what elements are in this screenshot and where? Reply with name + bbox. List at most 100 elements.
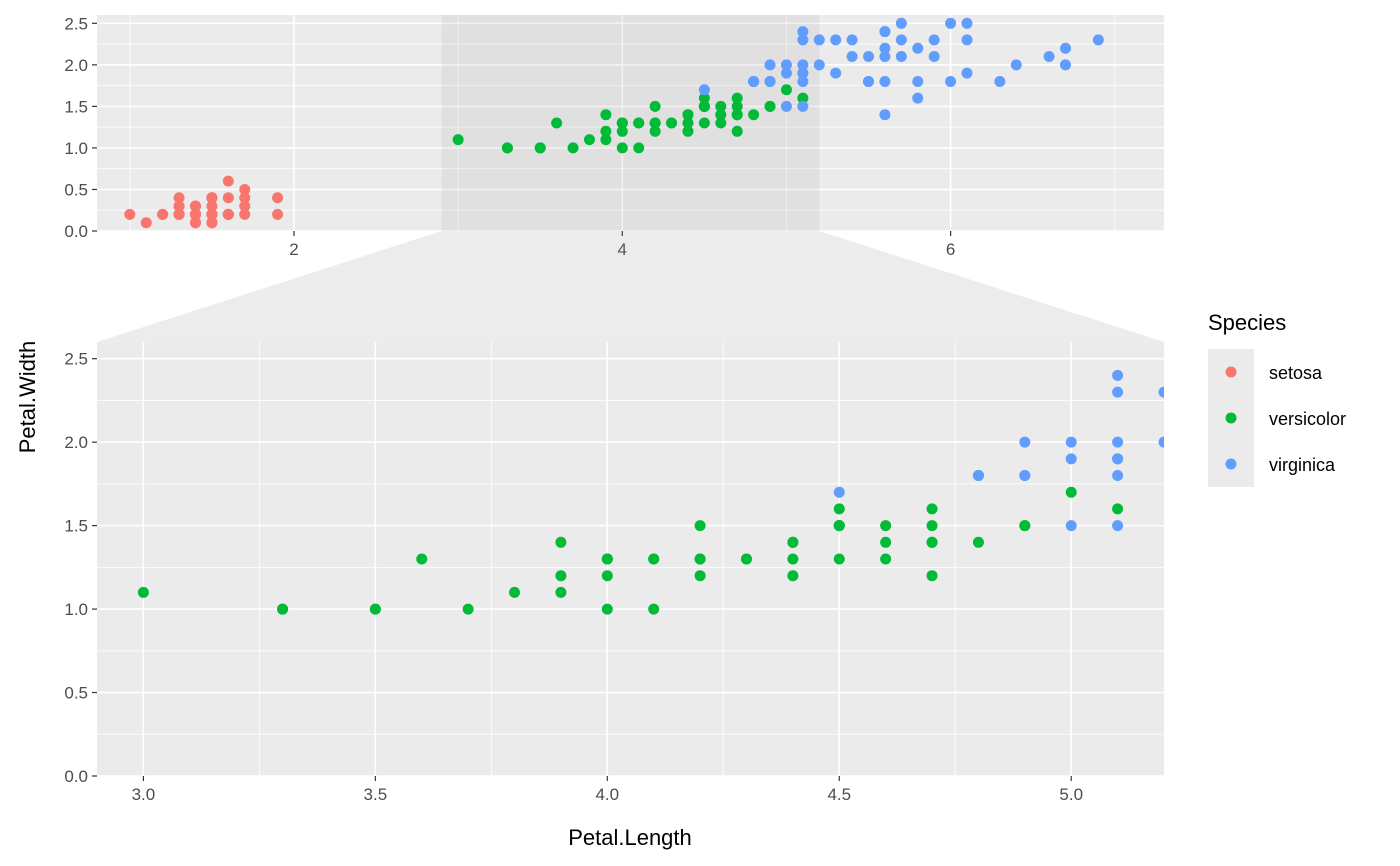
overview-point-versicolor [649, 100, 661, 112]
overview-point-setosa [272, 192, 284, 204]
overview-point-versicolor [616, 125, 628, 137]
zoom-point-versicolor [601, 603, 613, 615]
overview-point-virginica [797, 75, 809, 87]
zoom-y-tick-label: 0.0 [64, 767, 88, 786]
overview-point-versicolor [698, 100, 710, 112]
zoom-point-versicolor [787, 536, 799, 548]
overview-point-virginica [764, 59, 776, 71]
overview-point-versicolor [583, 134, 595, 146]
overview-point-virginica [928, 51, 940, 63]
overview-point-versicolor [649, 117, 661, 129]
overview-point-versicolor [534, 142, 546, 154]
overview-point-virginica [813, 59, 825, 71]
overview-zoom-highlight [441, 15, 820, 231]
overview-point-virginica [945, 17, 957, 29]
overview-point-setosa [189, 200, 201, 212]
zoom-x-tick-label: 4.5 [827, 785, 851, 804]
zoom-x-tick-label: 4.0 [595, 785, 619, 804]
zoom-point-versicolor [926, 503, 938, 515]
overview-point-virginica [912, 92, 924, 104]
overview-point-virginica [698, 84, 710, 96]
overview-point-versicolor [567, 142, 579, 154]
overview-point-versicolor [600, 134, 612, 146]
overview-point-setosa [140, 217, 152, 229]
zoom-point-versicolor [833, 503, 845, 515]
overview-point-virginica [764, 75, 776, 87]
zoom-point-versicolor [648, 553, 660, 565]
zoom-point-versicolor [694, 570, 706, 582]
zoom-point-versicolor [694, 520, 706, 532]
zoom-point-virginica [1112, 386, 1124, 398]
zoom-point-virginica [1344, 370, 1355, 381]
overview-point-virginica [748, 75, 760, 87]
zoom-point-versicolor [648, 603, 660, 615]
overview-point-versicolor [682, 109, 694, 121]
overview-point-versicolor [633, 142, 645, 154]
zoom-point-versicolor [601, 553, 613, 565]
overview-point-versicolor [731, 125, 743, 137]
overview-point-virginica [846, 51, 858, 63]
zoom-point-versicolor [880, 553, 892, 565]
overview-point-versicolor [616, 142, 628, 154]
zoom-point-versicolor [509, 586, 521, 598]
zoom-point-virginica [972, 470, 984, 482]
overview-point-setosa [272, 208, 284, 220]
zoom-point-virginica [1019, 436, 1031, 448]
zoom-point-versicolor [833, 553, 845, 565]
overview-point-virginica [945, 75, 957, 87]
zoom-point-virginica [1158, 436, 1164, 448]
overview-y-tick-label: 0.0 [64, 222, 88, 241]
zoom-point-versicolor [277, 603, 289, 615]
zoom-connector-shape [97, 231, 1164, 342]
zoom-point-virginica [1390, 387, 1400, 398]
overview-x-tick-label: 4 [618, 240, 627, 259]
overview-point-virginica [780, 59, 792, 71]
overview-point-versicolor [715, 117, 727, 129]
overview-point-virginica [863, 75, 875, 87]
zoom-connector [97, 231, 1164, 342]
zoom-y-tick-label: 2.0 [64, 433, 88, 452]
zoom-y-tick-label: 0.5 [64, 684, 88, 703]
overview-point-setosa [239, 183, 251, 195]
zoom-point-versicolor [926, 570, 938, 582]
overview-x-tick-label: 6 [946, 240, 955, 259]
overview-point-virginica [879, 51, 891, 63]
overview-point-setosa [173, 200, 185, 212]
overview-point-versicolor [731, 92, 743, 104]
overview-point-setosa [239, 200, 251, 212]
overview-point-versicolor [649, 125, 661, 137]
legend-key-virginica [1225, 458, 1237, 470]
overview-y-tick-label: 2.0 [64, 56, 88, 75]
zoom-point-versicolor [1065, 486, 1077, 498]
overview-x-tick-label: 2 [289, 240, 298, 259]
overview-point-setosa [173, 208, 185, 220]
overview-point-setosa [222, 208, 234, 220]
overview-point-virginica [797, 100, 809, 112]
zoom-point-virginica [1112, 453, 1124, 465]
overview-point-setosa [239, 192, 251, 204]
overview-point-virginica [797, 59, 809, 71]
zoom-point-versicolor [740, 553, 752, 565]
overview-point-setosa [157, 208, 169, 220]
overview-point-versicolor [698, 92, 710, 104]
overview-point-virginica [797, 67, 809, 79]
legend-label-versicolor: versicolor [1269, 409, 1346, 429]
overview-point-versicolor [715, 109, 727, 121]
zoom-point-versicolor [555, 586, 567, 598]
overview-point-versicolor [616, 117, 628, 129]
overview-point-versicolor [698, 117, 710, 129]
overview-point-virginica [780, 100, 792, 112]
zoom-point-virginica [1390, 353, 1400, 364]
zoom-x-tick-label: 5.0 [1059, 785, 1083, 804]
overview-point-versicolor [764, 100, 776, 112]
x-axis-title: Petal.Length [568, 825, 692, 850]
zoom-x-tick-label: 3.0 [132, 785, 156, 804]
overview-point-versicolor [682, 117, 694, 129]
overview-point-virginica [961, 34, 973, 46]
y-axis-title: Petal.Width [15, 341, 40, 454]
overview-point-setosa [124, 208, 136, 220]
overview-point-virginica [1060, 59, 1072, 71]
overview-point-virginica [895, 17, 907, 29]
zoom-point-versicolor [880, 520, 892, 532]
overview-point-virginica [912, 75, 924, 87]
